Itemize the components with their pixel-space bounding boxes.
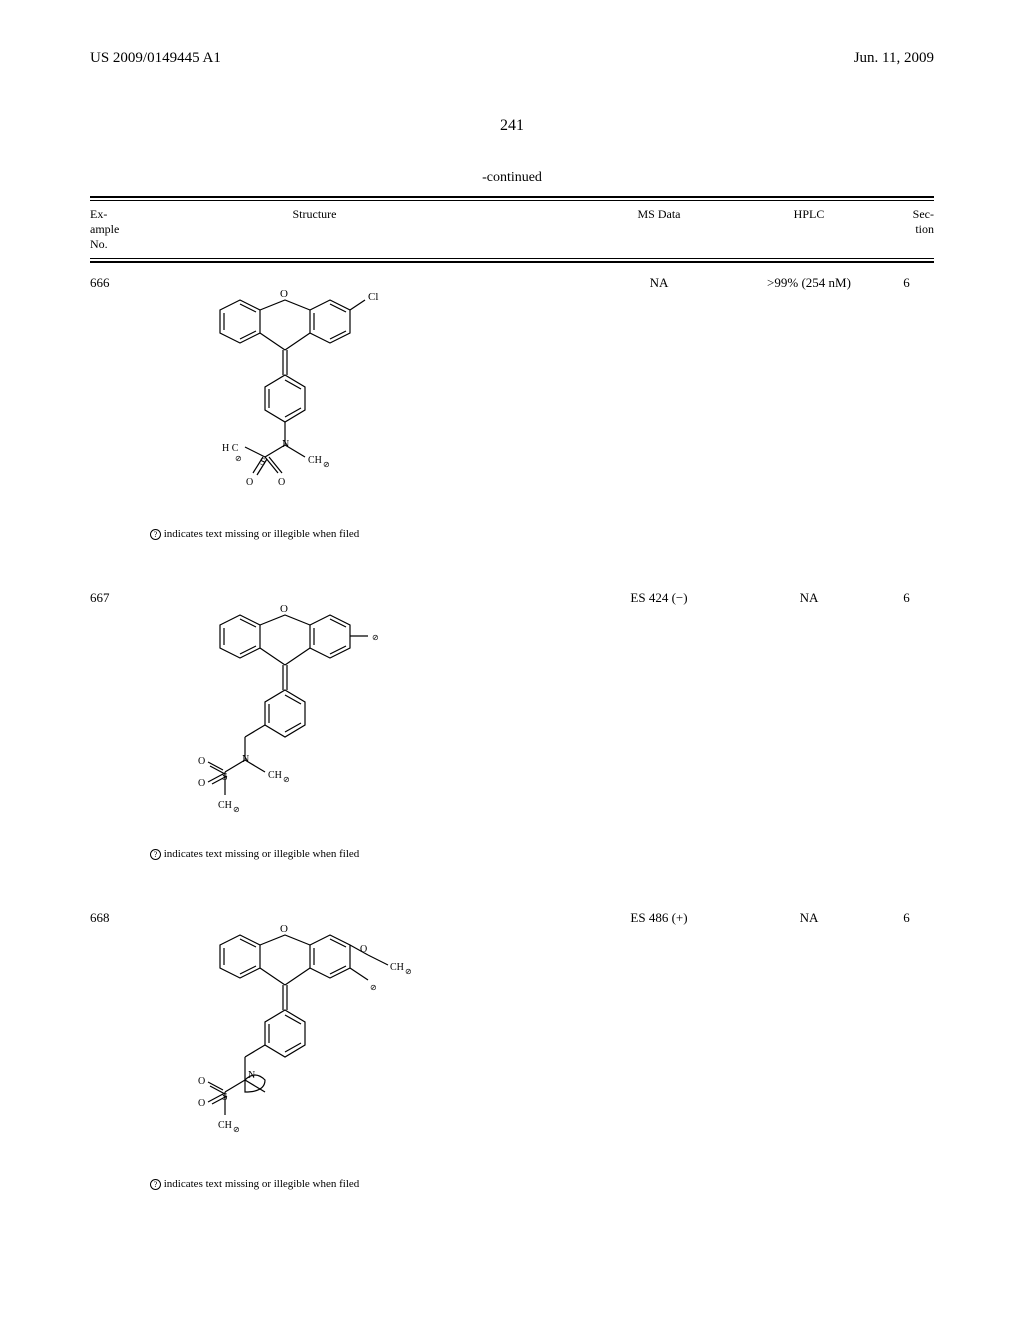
rule-header-bottom-outer — [90, 258, 934, 259]
header-example: Ex- ample No. — [90, 207, 150, 252]
example-number: 668 — [90, 910, 150, 926]
illegible-icon: ⊘ — [235, 454, 242, 463]
illegible-text: indicates text missing or illegible when… — [164, 528, 360, 540]
header-section: Sec- tion — [879, 207, 934, 252]
section-data: 6 — [879, 590, 934, 606]
label-o: O — [280, 603, 288, 615]
table-header-row: Ex- ample No. Structure MS Data HPLC Sec… — [90, 201, 934, 258]
ms-data: ES 424 (−) — [579, 590, 739, 606]
illegible-text: indicates text missing or illegible when… — [164, 1178, 360, 1190]
label-o2: O — [198, 756, 205, 767]
label-o: O — [280, 923, 288, 935]
hplc-data: NA — [739, 590, 879, 606]
label-ch-bot: CH — [218, 1120, 232, 1131]
illegible-icon: ? — [150, 1179, 161, 1190]
label-o3: O — [278, 477, 285, 488]
label-o2: O — [246, 477, 253, 488]
illegible-icon: ⊘ — [233, 805, 240, 814]
illegible-note: ? indicates text missing or illegible wh… — [150, 528, 539, 540]
structure-cell: O ⊘ O O S N CH ⊘ CH ⊘ ? indicates text m… — [150, 590, 579, 860]
label-o2: O — [360, 944, 367, 955]
structure-cell: O O CH ⊘ ⊘ O O S N CH ⊘ ? indicates text… — [150, 910, 579, 1190]
label-s: S — [222, 1092, 228, 1103]
label-hc: H C — [222, 443, 239, 454]
table-row: 667 — [90, 580, 934, 860]
page-header: US 2009/0149445 A1 Jun. 11, 2009 — [0, 0, 1024, 67]
illegible-icon: ⊘ — [233, 1125, 240, 1134]
illegible-icon: ⊘ — [405, 967, 412, 976]
compound-table: Ex- ample No. Structure MS Data HPLC Sec… — [90, 196, 934, 1190]
page-number: 241 — [0, 117, 1024, 135]
example-number: 667 — [90, 590, 150, 606]
label-o3: O — [198, 778, 205, 789]
hplc-data: >99% (254 nM) — [739, 275, 879, 291]
example-number: 666 — [90, 275, 150, 291]
structure-666: O Cl H C ⊘ S N CH ⊘ O O — [150, 275, 430, 520]
label-cl: Cl — [368, 291, 378, 303]
illegible-text: indicates text missing or illegible when… — [164, 848, 360, 860]
header-ms: MS Data — [579, 207, 739, 252]
label-oa: O — [198, 1076, 205, 1087]
label-n: N — [242, 754, 249, 765]
structure-667: O ⊘ O O S N CH ⊘ CH ⊘ — [150, 590, 410, 840]
illegible-icon: ? — [150, 849, 161, 860]
section-data: 6 — [879, 910, 934, 926]
illegible-icon: ? — [150, 529, 161, 540]
ms-data: ES 486 (+) — [579, 910, 739, 926]
label-ch-top: CH — [390, 962, 404, 973]
label-n: N — [282, 439, 289, 450]
ms-data: NA — [579, 275, 739, 291]
header-structure: Structure — [150, 207, 579, 252]
illegible-icon: ⊘ — [372, 633, 379, 642]
label-ch1: CH — [268, 770, 282, 781]
continued-label: -continued — [0, 170, 1024, 186]
rule-header-bottom-inner — [90, 261, 934, 263]
publication-date: Jun. 11, 2009 — [854, 50, 934, 67]
label-ch2: CH — [218, 800, 232, 811]
label-s: S — [222, 772, 228, 783]
section-data: 6 — [879, 275, 934, 291]
label-o: O — [280, 288, 288, 300]
publication-number: US 2009/0149445 A1 — [90, 50, 221, 67]
structure-cell: O Cl H C ⊘ S N CH ⊘ O O ? indicates text… — [150, 275, 579, 540]
label-n: N — [248, 1070, 255, 1081]
header-hplc: HPLC — [739, 207, 879, 252]
table-row: 668 — [90, 900, 934, 1190]
hplc-data: NA — [739, 910, 879, 926]
rule-top-outer — [90, 196, 934, 198]
label-ch: CH — [308, 455, 322, 466]
structure-668: O O CH ⊘ ⊘ O O S N CH ⊘ — [150, 910, 430, 1170]
illegible-note: ? indicates text missing or illegible wh… — [150, 848, 539, 860]
illegible-icon: ⊘ — [283, 775, 290, 784]
label-s: S — [260, 457, 266, 468]
table-row: 666 — [90, 265, 934, 540]
illegible-note: ? indicates text missing or illegible wh… — [150, 1178, 539, 1190]
illegible-icon: ⊘ — [370, 983, 377, 992]
illegible-icon: ⊘ — [323, 460, 330, 469]
label-ob: O — [198, 1098, 205, 1109]
